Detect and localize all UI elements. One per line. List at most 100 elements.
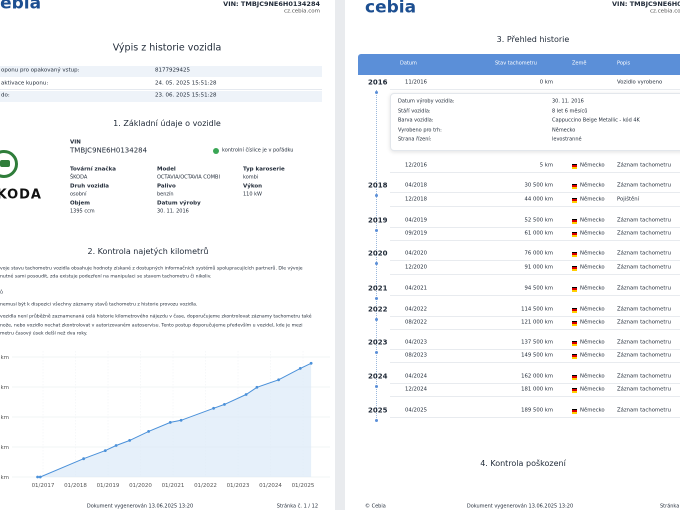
brand-logo-circle [0, 150, 18, 178]
row-description: Záznam tachometru [617, 264, 671, 271]
flag-black [572, 163, 577, 166]
info-label: aktivace kuponu: [1, 79, 49, 86]
row-date: 04/2025 [405, 407, 428, 414]
detail-label: Barva vozidla: [398, 117, 434, 124]
row-description: Záznam tachometru [617, 352, 671, 359]
row-country: Německo [580, 386, 605, 393]
flag-black [572, 231, 577, 234]
logo: cebia [0, 0, 42, 14]
info-value: 24. 05. 2025 15:51:28 [155, 79, 217, 86]
point [38, 475, 42, 479]
field-label: Tovární značka [70, 166, 116, 173]
field-value: benzín [157, 191, 174, 198]
brand-logo-arrow [0, 160, 10, 167]
row-description: Záznam tachometru [617, 217, 671, 224]
flag-red [572, 233, 577, 235]
flag-red [572, 389, 577, 391]
flag-black [572, 374, 577, 377]
paragraph-line: nemusí být k dispozici všechny záznamy s… [0, 302, 198, 308]
timeline-dot [375, 419, 378, 422]
point [255, 385, 259, 389]
vin-header: VIN: TMBJC9NE6H0134284 [612, 0, 680, 8]
x-tick-label: 01/2021 [162, 483, 185, 489]
row-km: 121 000 km [521, 319, 553, 326]
paragraph-line: nutné sami posoudit, zda existuje podezř… [0, 274, 212, 280]
row-separator [390, 192, 680, 193]
flag-red [572, 322, 577, 324]
flag-gold [572, 166, 577, 169]
row-country: Německo [580, 319, 605, 326]
flag-gold [572, 289, 577, 292]
flag-red [572, 199, 577, 201]
row-description: Záznam tachometru [617, 306, 671, 313]
x-tick-label: 01/2025 [292, 483, 315, 489]
detail-label: Stáří vozidla: [398, 108, 431, 114]
year-label: 2016 [368, 78, 388, 87]
field-label: Typ karoserie [243, 166, 285, 173]
flag-gold [572, 186, 577, 189]
flag-red [572, 410, 577, 412]
y-tick-label: 50 000 km [0, 445, 9, 451]
flag-red [572, 355, 577, 357]
row-km: 52 500 km [524, 217, 553, 224]
x-tick-label: 01/2017 [32, 483, 55, 489]
row-date: 09/2019 [405, 230, 428, 237]
footer-generated: Dokument vygenerován 13.06.2025 13:20 [466, 503, 574, 510]
row-km: 30 500 km [524, 182, 553, 189]
detail-value: 30. 11. 2016 [552, 98, 584, 105]
point [36, 475, 39, 479]
y-tick-label: 200 000 km [0, 355, 9, 361]
row-country: Německo [580, 182, 605, 189]
flag-red [572, 267, 577, 269]
row-date: 04/2021 [405, 285, 428, 292]
paragraph-line: voje stavu tachometru vozidla obsahuje h… [0, 266, 303, 272]
flag-red [572, 309, 577, 311]
field-value: OCTAVIA/OCTAVIA COMBI [157, 174, 220, 181]
flag-black [572, 251, 577, 254]
flag-black [572, 353, 577, 356]
paragraph-line: metru časový úsek delší než dva roky. [0, 331, 88, 337]
line [37, 362, 312, 478]
info-row-bg [0, 78, 322, 90]
row-description: Vozidlo vyrobeno [617, 79, 663, 86]
row-km: 189 500 km [521, 407, 553, 414]
row-km: 162 000 km [521, 373, 553, 380]
point [298, 367, 302, 370]
field-value: 1395 ccm [70, 208, 95, 215]
flag-red [572, 185, 577, 187]
flag-gold [572, 310, 577, 313]
row-country: Německo [580, 306, 605, 313]
flag-black [572, 320, 577, 323]
logo: cebia [365, 0, 417, 18]
info-label: oponu pro opakovaný vstup: [1, 67, 80, 74]
row-km: 76 000 km [524, 250, 553, 257]
flag-black [572, 218, 577, 221]
timeline-dot [375, 318, 378, 321]
row-description: Záznam tachometru [617, 182, 671, 189]
row-km: 114 500 km [521, 306, 553, 313]
row-km: 94 500 km [524, 285, 553, 292]
timeline-dot [375, 229, 378, 232]
flag-gold [572, 323, 577, 326]
row-date: 04/2019 [405, 217, 428, 224]
detail-value: 8 let 6 měsíců [552, 108, 588, 114]
row-km: 5 km [539, 162, 553, 169]
point [179, 418, 183, 422]
row-km: 181 000 km [521, 386, 553, 393]
detail-value: levostranné [552, 136, 582, 143]
vin-label: VIN [70, 139, 81, 146]
info-value: 23. 06. 2025 15:51:28 [155, 92, 217, 99]
row-date: 08/2023 [405, 352, 428, 359]
row-km: 137 500 km [521, 339, 553, 346]
row-country: Německo [580, 196, 605, 203]
row-separator [390, 172, 680, 173]
field-value: 30. 11. 2016 [157, 208, 189, 215]
table-header-cell: Datum [400, 60, 417, 67]
row-separator [390, 417, 680, 418]
check-icon [213, 148, 219, 154]
flag-black [572, 340, 577, 343]
flag-black [572, 265, 577, 268]
row-description: Záznam tachometru [617, 162, 671, 169]
detail-value: Cappuccino Beige Metallic - kód 4K [552, 117, 640, 124]
